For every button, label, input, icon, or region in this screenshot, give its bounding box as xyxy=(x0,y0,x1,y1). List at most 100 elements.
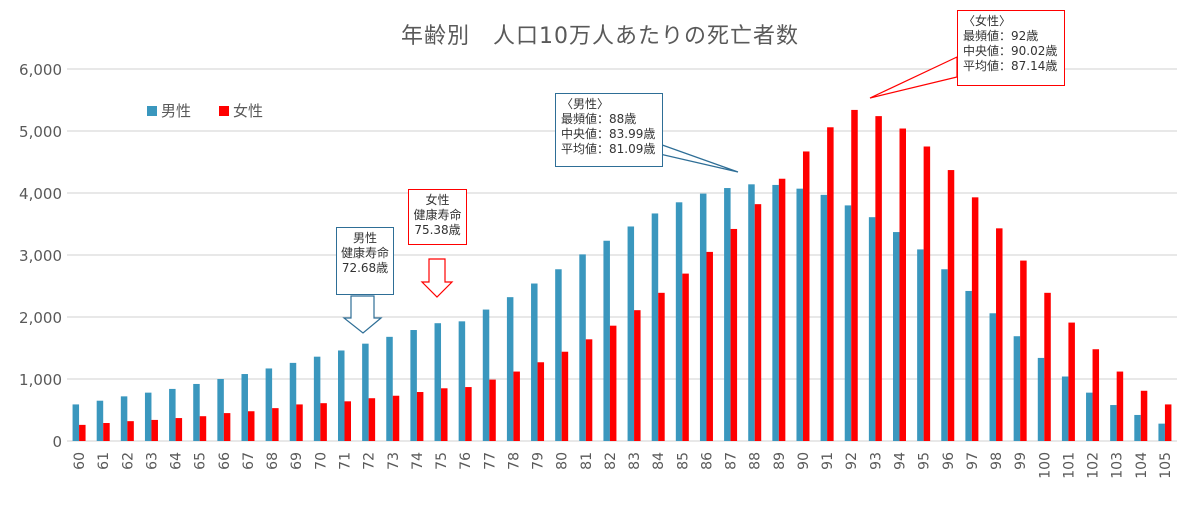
male-bar xyxy=(144,392,152,441)
x-tick-label: 67 xyxy=(241,452,257,470)
female-bar xyxy=(489,379,496,441)
female-bar xyxy=(1068,322,1075,441)
male-bar xyxy=(868,217,876,441)
female-healthy-life-callout: 女性 健康寿命 75.38歳 xyxy=(408,189,467,245)
female-bar xyxy=(537,362,545,441)
male-bar xyxy=(699,193,707,441)
x-tick-label: 83 xyxy=(627,452,643,470)
female-bar xyxy=(441,388,448,441)
male-bar xyxy=(748,184,755,441)
legend-label-male: 男性 xyxy=(161,102,192,120)
y-tick-label: 6,000 xyxy=(19,61,62,79)
male-bar xyxy=(555,269,562,441)
male-bar xyxy=(434,323,442,441)
female-stats-pointer xyxy=(869,56,958,99)
x-tick-label: 77 xyxy=(482,452,498,470)
x-tick-label: 86 xyxy=(699,452,715,470)
legend-label-female: 女性 xyxy=(233,102,264,120)
male-bar xyxy=(724,188,731,441)
male-bar xyxy=(289,362,297,441)
chart-title: 年齢別 人口10万人あたりの死亡者数 xyxy=(401,24,799,49)
female-bar xyxy=(127,421,134,441)
female-bar xyxy=(971,197,979,441)
x-tick-label: 92 xyxy=(844,452,860,470)
male-bar xyxy=(1086,392,1093,441)
male-bar xyxy=(193,383,200,441)
x-tick-label: 80 xyxy=(555,452,571,470)
x-tick-label: 62 xyxy=(120,452,136,470)
male-bar xyxy=(386,336,393,441)
female-bar xyxy=(899,128,906,441)
x-tick-label: 104 xyxy=(1134,452,1150,479)
y-tick-label: 3,000 xyxy=(19,247,62,265)
male-bar xyxy=(941,269,948,441)
x-tick-label: 87 xyxy=(724,452,740,470)
female-bar xyxy=(368,398,376,441)
female-bar xyxy=(175,418,183,441)
female-bar xyxy=(585,339,593,441)
legend-item-female[interactable]: 女性 xyxy=(219,100,263,121)
male-bar xyxy=(989,313,997,441)
x-tick-label: 79 xyxy=(531,452,547,470)
x-tick-label: 103 xyxy=(1110,452,1126,479)
legend-item-male[interactable]: 男性 xyxy=(147,100,191,121)
female-bar xyxy=(1020,260,1027,441)
female-bar xyxy=(223,413,231,441)
x-tick-label: 94 xyxy=(893,452,909,470)
male-bar xyxy=(531,283,538,441)
male-bar xyxy=(169,388,176,441)
y-tick-label: 1,000 xyxy=(19,371,62,389)
female-swatch-icon xyxy=(219,105,230,116)
male-bar xyxy=(603,240,610,441)
y-tick-label: 0 xyxy=(52,433,62,451)
legend: 男性 女性 xyxy=(147,100,263,121)
female-bar xyxy=(320,403,327,441)
female-bar xyxy=(247,411,255,441)
male-bar xyxy=(313,356,321,441)
male-bar xyxy=(844,205,852,441)
x-tick-label: 68 xyxy=(265,452,281,470)
female-bar xyxy=(778,178,786,442)
y-tick-label: 5,000 xyxy=(19,123,62,141)
male-bar xyxy=(627,226,635,441)
x-tick-label: 84 xyxy=(651,452,667,470)
female-bar xyxy=(1116,371,1124,441)
female-bar xyxy=(706,251,713,441)
x-tick-label: 66 xyxy=(217,452,233,470)
female-bar xyxy=(465,387,472,441)
male-bar xyxy=(482,309,490,441)
female-bar xyxy=(634,310,641,441)
x-tick-label: 102 xyxy=(1086,452,1102,479)
x-tick-label: 82 xyxy=(603,452,619,470)
x-tick-label: 73 xyxy=(386,452,402,470)
x-tick-label: 88 xyxy=(748,452,764,470)
male-healthy-life-callout: 男性 健康寿命 72.68歳 xyxy=(336,227,394,295)
female-bar xyxy=(658,292,665,441)
x-tick-label: 63 xyxy=(144,452,160,470)
female-bar xyxy=(513,371,520,441)
male-bar xyxy=(338,350,345,441)
male-bar xyxy=(458,321,466,441)
male-swatch-icon xyxy=(147,105,157,116)
x-tick-label: 60 xyxy=(72,452,88,470)
female-stats-callout: 〈女性〉 最頻値：92歳 中央値：90.02歳 平均値：87.14歳 xyxy=(957,10,1065,86)
male-bar xyxy=(1013,336,1021,441)
male-bar xyxy=(1061,376,1069,441)
x-tick-label: 78 xyxy=(506,452,522,470)
female-bar xyxy=(875,116,882,442)
x-tick-label: 96 xyxy=(941,452,957,470)
male-bar xyxy=(241,374,248,441)
male-healthy-life-arrow-icon xyxy=(342,295,383,334)
male-bar xyxy=(120,396,128,441)
male-bar xyxy=(820,194,828,441)
female-bar xyxy=(272,408,279,441)
x-tick-label: 69 xyxy=(289,452,305,470)
male-bar xyxy=(796,188,803,441)
x-tick-label: 74 xyxy=(410,452,426,470)
x-tick-label: 97 xyxy=(965,452,981,470)
female-bar xyxy=(682,273,689,441)
male-bar xyxy=(772,184,779,441)
x-tick-label: 85 xyxy=(675,452,691,470)
y-tick-label: 4,000 xyxy=(19,185,62,203)
female-bar xyxy=(1164,404,1172,441)
